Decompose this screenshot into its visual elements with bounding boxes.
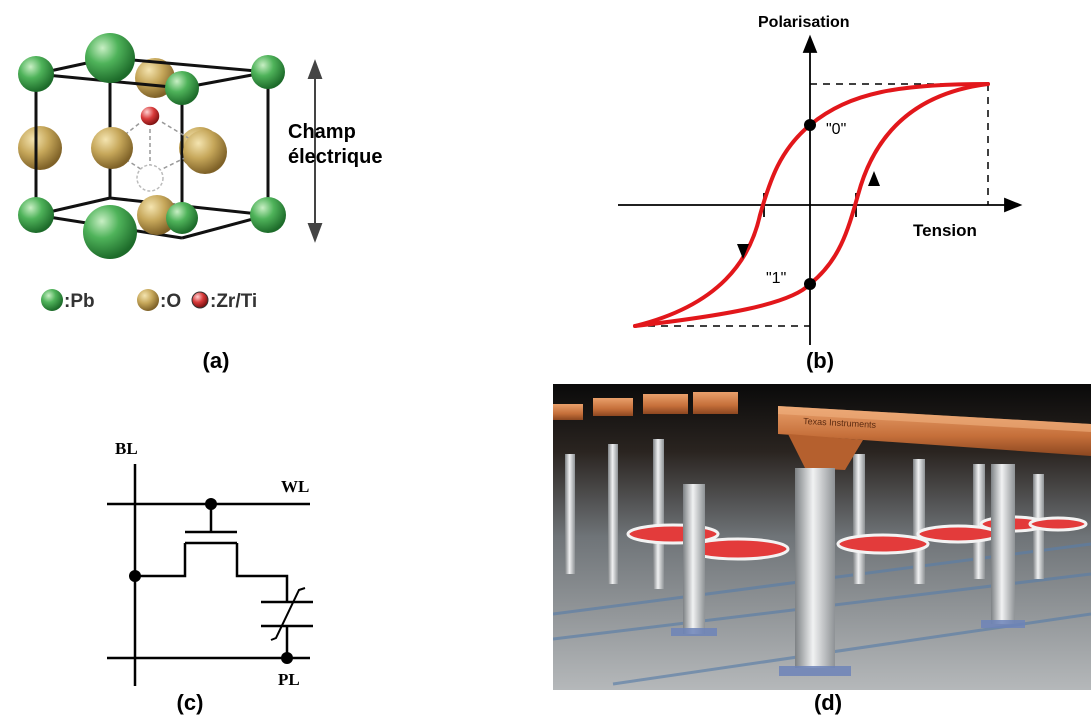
fram-array-render: Texas Instruments: [552, 384, 1091, 690]
wl-node: [205, 498, 217, 510]
caption-b: (b): [805, 348, 835, 373]
state-1-label: "1": [766, 270, 786, 287]
x-axis-label: Tension: [913, 221, 977, 240]
pb-atom-icon: [41, 289, 63, 311]
field-arrow: [307, 59, 323, 243]
pl-node: [281, 652, 293, 664]
bl-node: [129, 570, 141, 582]
1t1c-circuit: BL WL PL: [107, 439, 313, 689]
hysteresis-curve: [633, 82, 990, 328]
atom-legend: :Pb :O :Zr/Ti: [41, 289, 257, 312]
y-axis-label: Polarisation: [758, 14, 850, 31]
up-direction-arrow: [868, 171, 880, 186]
wl-label: WL: [281, 477, 309, 496]
perovskite-unit-cell: Champ électrique :Pb :O :Zr/Ti: [18, 33, 382, 312]
state-0-label: "0": [826, 121, 846, 138]
hysteresis-diagram: Polarisation Tension "0" "1": [618, 14, 1023, 345]
panel-b-hysteresis: Polarisation Tension "0" "1": [600, 0, 1040, 350]
field-label-line2: électrique: [288, 146, 382, 168]
bl-label: BL: [115, 439, 138, 458]
panel-a-perovskite: Champ électrique :Pb :O :Zr/Ti: [0, 20, 420, 350]
caption-a: (a): [202, 348, 230, 373]
field-label-line1: Champ: [288, 121, 356, 143]
chip-brand-text: Texas Instruments: [803, 416, 877, 430]
panel-d-fram-render: Texas Instruments: [552, 384, 1091, 690]
state-1-point: [804, 278, 816, 290]
legend-o-label: :O: [160, 291, 181, 312]
pl-label: PL: [278, 670, 300, 689]
legend-zrti-label: :Zr/Ti: [210, 291, 257, 312]
caption-c: (c): [176, 690, 204, 715]
o-atom-icon: [137, 289, 159, 311]
legend-pb-label: :Pb: [64, 291, 95, 312]
caption-d: (d): [813, 690, 843, 715]
zr-ti-atom-icon: [191, 291, 209, 309]
panel-c-circuit: BL WL PL: [95, 430, 335, 690]
state-0-point: [804, 119, 816, 131]
down-direction-arrow: [737, 244, 749, 259]
